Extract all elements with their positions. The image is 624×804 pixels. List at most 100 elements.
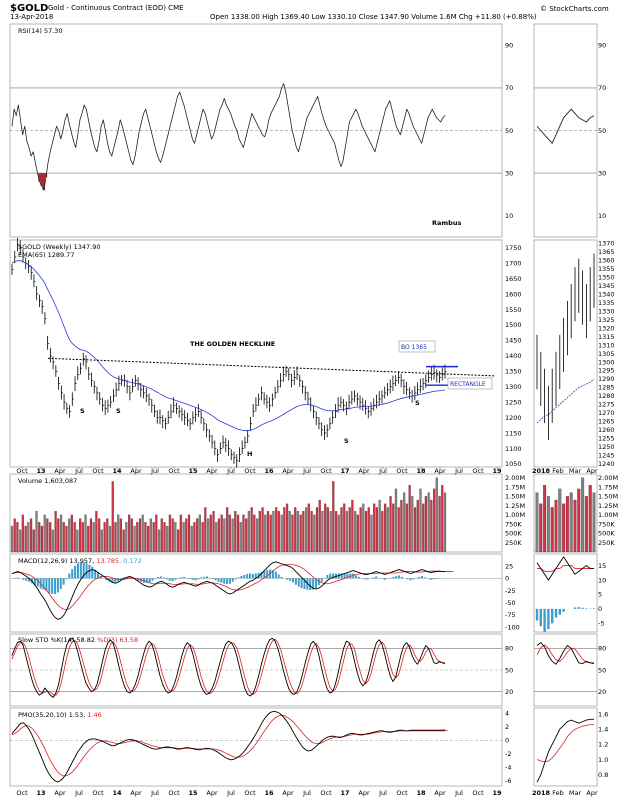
volume-bar xyxy=(398,507,400,552)
volume-bar xyxy=(185,519,187,552)
panel-frame-pmo xyxy=(10,708,502,786)
zoom-y-tick-label: 1265 xyxy=(598,418,615,426)
volume-bar xyxy=(357,515,359,552)
zoom-y-tick-label: 1.0 xyxy=(598,756,608,764)
zoom-y-tick-label: 1285 xyxy=(598,384,615,392)
volume-bar xyxy=(207,519,209,552)
volume-bar xyxy=(232,519,234,552)
macd-histogram-bar xyxy=(57,578,59,592)
x-axis-label-bottom: Oct xyxy=(320,789,332,797)
y-tick-label: 1.75M xyxy=(505,483,525,491)
y-tick-label: 30 xyxy=(598,169,606,177)
x-axis-label-bottom: 17 xyxy=(340,789,349,797)
macd-histogram-bar xyxy=(344,574,346,579)
volume-bar xyxy=(196,519,198,552)
macd-histogram-bar xyxy=(301,578,303,588)
macd-legend-value: MACD(12,26,9) 13.957, xyxy=(18,557,96,565)
volume-bar xyxy=(242,515,244,552)
macd-histogram-bar xyxy=(392,577,394,578)
y-tick-label: 1550 xyxy=(505,306,522,314)
zoom-y-tick-label: 1.6 xyxy=(598,710,608,718)
sto-d-line xyxy=(12,639,445,695)
volume-bar xyxy=(262,507,264,552)
macd-histogram-bar xyxy=(71,569,73,578)
volume-bar xyxy=(316,507,318,552)
volume-bar xyxy=(188,515,190,552)
volume-bar xyxy=(245,519,247,552)
volume-bar xyxy=(71,515,73,552)
volume-bar xyxy=(74,522,76,552)
volume-bar xyxy=(210,515,212,552)
macd-histogram-bar xyxy=(223,578,225,583)
volume-bar xyxy=(57,519,59,552)
macd-histogram-bar xyxy=(74,566,76,579)
macd-histogram-bar xyxy=(163,577,165,578)
zoom-x-axis-label: Mar xyxy=(569,467,582,475)
volume-bar xyxy=(441,485,443,552)
zoom-y-tick-label: 1320 xyxy=(598,324,615,332)
volume-bar xyxy=(82,522,84,552)
zoom-volume-bar xyxy=(589,485,592,552)
volume-bar xyxy=(275,507,277,552)
zoom-volume-bar xyxy=(570,493,573,552)
zoom-macd-histogram-bar xyxy=(536,609,538,621)
y-tick-label: 250K xyxy=(598,539,615,547)
volume-bar xyxy=(55,511,57,552)
volume-bar xyxy=(403,493,405,552)
macd-histogram-bar xyxy=(229,578,231,583)
volume-bar xyxy=(147,526,149,552)
volume-bar xyxy=(60,515,62,552)
macd-histogram-bar xyxy=(25,578,27,580)
y-tick-label: 90 xyxy=(505,42,513,50)
pmo-legend-prefix: PMO(35,20,10) 1.53, xyxy=(18,711,87,719)
volume-bar xyxy=(123,530,125,552)
y-tick-label: 0 xyxy=(505,575,509,583)
volume-bar xyxy=(335,511,337,552)
zoom-pmo-line xyxy=(537,719,594,782)
pmo-line xyxy=(12,711,445,782)
volume-bar xyxy=(101,530,103,552)
macd-histogram-bar xyxy=(157,577,159,578)
macd-histogram-bar xyxy=(48,578,50,593)
volume-bar xyxy=(76,530,78,552)
volume-bar xyxy=(360,507,362,552)
y-tick-label: 30 xyxy=(505,169,513,177)
pmo-legend: PMO(35,20,10) 1.53, 1.46 xyxy=(18,711,102,719)
macd-histogram-bar xyxy=(152,578,154,580)
chart-date: 13-Apr-2018 xyxy=(10,13,53,21)
volume-bar xyxy=(433,489,435,552)
volume-bar xyxy=(286,504,288,552)
y-tick-label: -50 xyxy=(505,599,516,607)
x-axis-label-bottom: Oct xyxy=(472,789,484,797)
zoom-y-tick-label: 1340 xyxy=(598,291,615,299)
volume-bar xyxy=(411,496,413,552)
volume-bar xyxy=(131,519,133,552)
zoom-y-tick-label: 1365 xyxy=(598,248,615,256)
rectangle-label: RECTANGLE xyxy=(450,381,486,388)
volume-bar xyxy=(229,515,231,552)
zoom-macd-histogram-bar xyxy=(562,609,564,612)
sto-d-value: %D(3) 63.58 xyxy=(97,636,138,644)
macd-line xyxy=(12,562,445,620)
volume-bar xyxy=(319,500,321,552)
y-tick-label: 500K xyxy=(598,530,615,538)
volume-bar xyxy=(49,522,51,552)
macd-histogram-bar xyxy=(424,577,426,578)
pmo-signal-line xyxy=(12,715,448,776)
zoom-pmo-signal-line xyxy=(537,725,594,762)
x-axis-label-bottom: Apr xyxy=(358,789,370,797)
macd-histogram-bar xyxy=(395,576,397,578)
zoom-volume-bar xyxy=(574,500,577,552)
macd-histogram-bar xyxy=(289,578,291,580)
y-tick-label: 1700 xyxy=(505,259,522,267)
volume-bar xyxy=(321,511,323,552)
volume-bar xyxy=(93,522,95,552)
volume-bar xyxy=(311,511,313,552)
volume-bar xyxy=(87,526,89,552)
volume-bar xyxy=(204,507,206,552)
volume-bar xyxy=(215,522,217,552)
zoom-x-axis-label: Feb xyxy=(552,467,564,475)
zoom-macd-histogram-bar xyxy=(547,609,549,629)
zoom-y-tick-label: 1305 xyxy=(598,350,615,358)
y-tick-label: 1450 xyxy=(505,337,522,345)
